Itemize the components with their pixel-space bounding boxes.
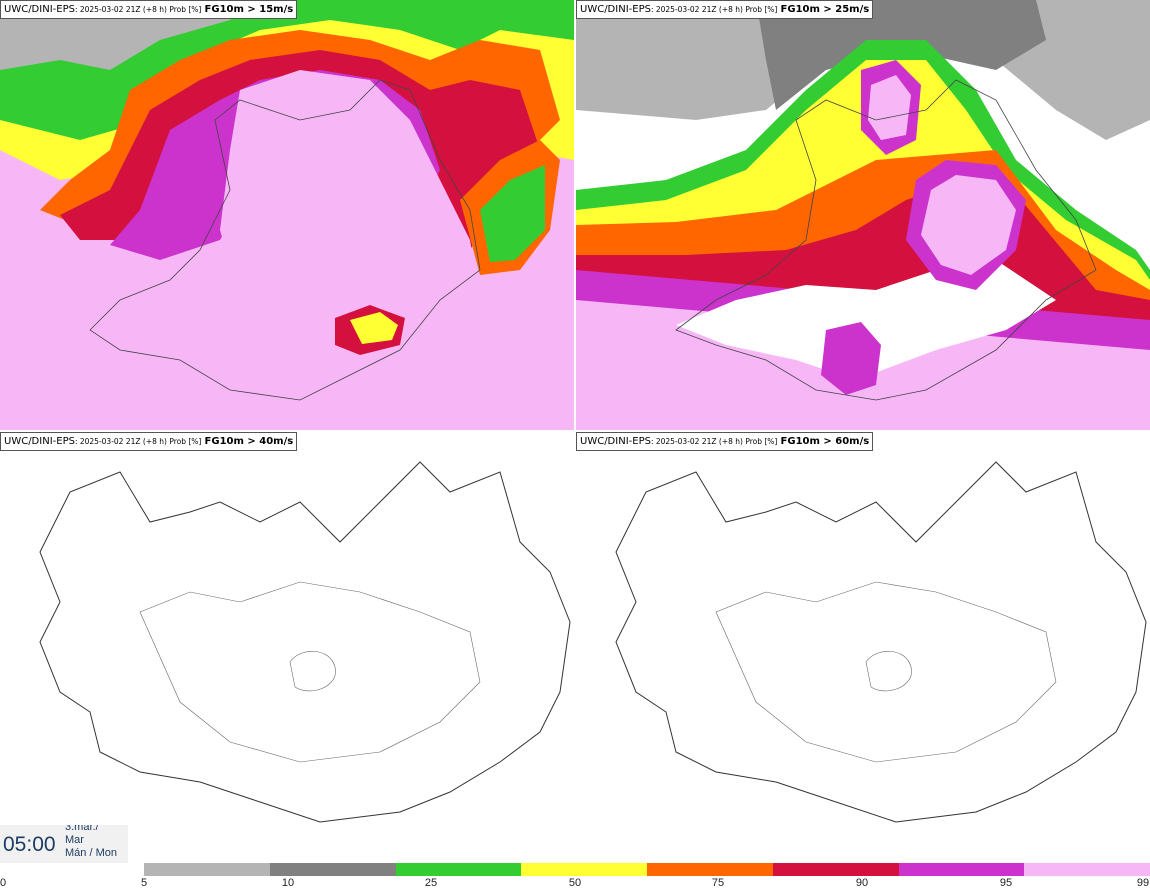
date-label: 3.mar./ Mar Mán / Mon [65, 825, 117, 859]
colorbar-segment [772, 863, 899, 876]
panel-title-60ms: UWC/DINI-EPS: 2025-03-02 21Z (+8 h) Prob… [576, 432, 874, 451]
colorbar-segment [1024, 863, 1150, 876]
colorbar-tick-label: 99 [1136, 877, 1150, 889]
probability-colorbar [144, 863, 1150, 876]
colorbar-segment [395, 863, 522, 876]
timestamp-box: 05:00 3.mar./ Mar Mán / Mon [0, 825, 128, 863]
colorbar-tick-label: 0 [0, 877, 7, 889]
coastline-60ms [615, 461, 1147, 823]
coastline-25ms [675, 79, 1097, 401]
coastline-40ms [39, 461, 571, 823]
map-panel-60ms: UWC/DINI-EPS: 2025-03-02 21Z (+8 h) Prob… [576, 432, 1150, 862]
colorbar-tick-label: 10 [281, 877, 295, 889]
colorbar-tick-label: 50 [568, 877, 582, 889]
panel-title-25ms: UWC/DINI-EPS: 2025-03-02 21Z (+8 h) Prob… [576, 0, 874, 19]
base-map-40ms [0, 432, 574, 862]
colorbar-tick-label: 25 [424, 877, 438, 889]
panel-title-40ms: UWC/DINI-EPS: 2025-03-02 21Z (+8 h) Prob… [0, 432, 298, 451]
colorbar-segment [647, 863, 773, 876]
base-map-60ms [576, 432, 1150, 862]
time-label: 05:00 [3, 833, 56, 856]
colorbar-tick-label: 75 [711, 877, 725, 889]
map-panel-15ms: UWC/DINI-EPS: 2025-03-02 21Z (+8 h) Prob… [0, 0, 574, 430]
map-panel-25ms: UWC/DINI-EPS: 2025-03-02 21Z (+8 h) Prob… [576, 0, 1150, 430]
panel-title-15ms: UWC/DINI-EPS: 2025-03-02 21Z (+8 h) Prob… [0, 0, 298, 19]
colorbar-segment [144, 863, 270, 876]
probability-field-15ms [0, 0, 574, 430]
map-panel-40ms: UWC/DINI-EPS: 2025-03-02 21Z (+8 h) Prob… [0, 432, 574, 862]
colorbar-segment [269, 863, 396, 876]
probability-field-25ms [576, 0, 1150, 430]
colorbar-segment [521, 863, 647, 876]
colorbar-tick-label: 5 [140, 877, 148, 889]
colorbar-segment [898, 863, 1025, 876]
colorbar-tick-label: 95 [999, 877, 1013, 889]
coastline-15ms [89, 79, 481, 401]
colorbar-tick-label: 90 [855, 877, 869, 889]
